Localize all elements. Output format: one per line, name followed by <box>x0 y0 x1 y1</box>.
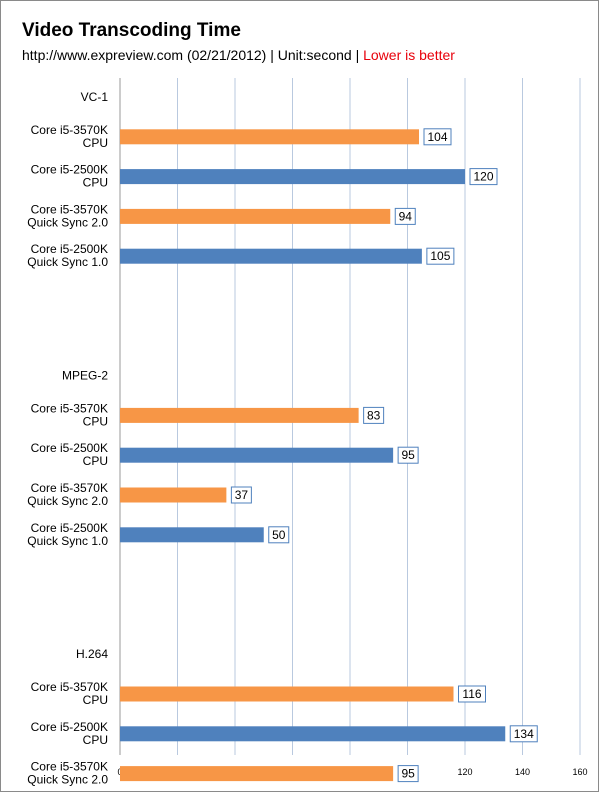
data-label-box <box>458 685 486 703</box>
bar <box>120 527 264 543</box>
subtitle-source: http://www.expreview.com (02/21/2012) | … <box>22 47 360 63</box>
bar <box>120 129 419 145</box>
bar <box>120 407 359 423</box>
data-label-box <box>509 725 538 743</box>
bar <box>120 766 394 782</box>
data-label: 95 <box>401 448 415 462</box>
data-label: 120 <box>473 170 493 184</box>
chart-title: Video Transcoding Time <box>22 20 241 41</box>
data-label-box <box>469 168 498 186</box>
bar-category-label: Core i5-2500K CPU <box>31 163 108 190</box>
data-label: 95 <box>401 767 415 781</box>
data-label: 116 <box>462 687 481 701</box>
data-label-box <box>426 247 455 265</box>
data-label: 83 <box>367 408 381 422</box>
bar-category-label: Core i5-3570K Quick Sync 2.0 <box>27 760 108 787</box>
bar-category-label: Core i5-2500K Quick Sync 1.0 <box>27 521 108 548</box>
bar-category-label: Core i5-3570K Quick Sync 2.0 <box>27 481 108 508</box>
bar-category-label: Core i5-3570K CPU <box>31 401 108 428</box>
bar <box>120 447 394 463</box>
group-label: VC-1 <box>81 90 109 104</box>
data-label: 104 <box>427 130 447 144</box>
bar-category-label: Core i5-3570K Quick Sync 2.0 <box>27 202 108 229</box>
data-label-box <box>268 526 290 544</box>
data-label-box <box>397 765 419 783</box>
subtitle-highlight: Lower is better <box>363 47 455 63</box>
bar <box>120 208 391 224</box>
bar-category-label: Core i5-3570K CPU <box>31 123 108 150</box>
bar <box>120 169 465 185</box>
data-label: 105 <box>430 249 450 263</box>
bar <box>120 248 422 264</box>
group-label: H.264 <box>76 647 108 661</box>
group-label: MPEG-2 <box>62 369 108 383</box>
data-label-box <box>423 128 452 146</box>
data-label-box <box>230 486 252 504</box>
x-tick-label: 140 <box>515 767 530 777</box>
data-label: 37 <box>235 488 249 502</box>
data-label-box <box>397 446 419 464</box>
chart-subtitle: http://www.expreview.com (02/21/2012) | … <box>22 47 455 63</box>
bar <box>120 686 454 702</box>
data-label-box <box>363 406 385 424</box>
data-label: 50 <box>272 528 286 542</box>
data-label: 134 <box>514 727 534 741</box>
bar-category-label: Core i5-2500K CPU <box>31 441 108 468</box>
data-label: 94 <box>399 209 413 223</box>
bar <box>120 726 506 742</box>
x-tick-label: 120 <box>457 767 472 777</box>
x-tick-label: 160 <box>572 767 587 777</box>
bar-category-label: Core i5-2500K Quick Sync 1.0 <box>27 242 108 269</box>
bar-category-label: Core i5-3570K CPU <box>31 680 108 707</box>
data-label-box <box>394 207 416 225</box>
bar <box>120 487 227 503</box>
bar-category-label: Core i5-2500K CPU <box>31 720 108 747</box>
